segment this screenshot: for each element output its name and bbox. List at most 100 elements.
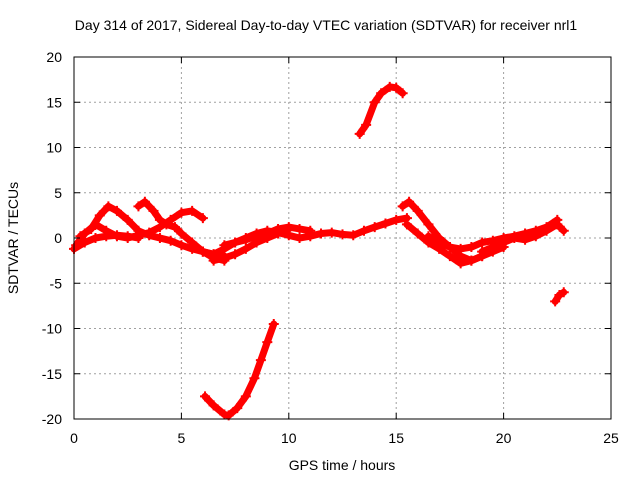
data-point <box>176 240 187 251</box>
data-point <box>240 234 251 245</box>
data-point <box>558 287 569 298</box>
data-point <box>232 403 243 414</box>
data-point <box>552 219 563 230</box>
data-point <box>412 228 423 239</box>
data-point <box>208 255 219 266</box>
data-point <box>466 255 477 266</box>
data-point <box>240 391 251 402</box>
data-point <box>509 233 520 243</box>
chart-title: Day 314 of 2017, Sidereal Day-to-day VTE… <box>75 17 578 33</box>
data-point <box>444 251 455 262</box>
data-point <box>354 128 365 139</box>
data-point <box>397 88 408 99</box>
data-point <box>361 119 372 130</box>
x-tick-label: 25 <box>603 430 619 446</box>
data-point <box>369 97 380 108</box>
y-axis-label: SDTVAR / TECUs <box>5 182 21 294</box>
y-tick-label: 20 <box>46 49 62 65</box>
x-tick-label: 15 <box>388 430 404 446</box>
data-point <box>326 227 337 238</box>
data-point <box>391 214 402 225</box>
data-point <box>455 243 466 254</box>
data-point <box>169 222 180 233</box>
data-point <box>154 214 165 225</box>
data-point <box>273 223 284 234</box>
x-tick-label: 20 <box>496 430 512 446</box>
series-arc-high <box>354 81 408 139</box>
series-line <box>201 320 278 419</box>
data-point <box>477 246 488 257</box>
data-point <box>316 228 327 239</box>
data-point <box>498 237 509 248</box>
y-tick-label: 0 <box>54 230 62 246</box>
data-point <box>337 229 348 240</box>
data-point <box>305 225 316 236</box>
data-point <box>154 233 165 243</box>
series-line <box>199 214 411 258</box>
data-point <box>133 233 144 243</box>
data-point <box>376 88 387 99</box>
data-point <box>90 233 101 243</box>
data-point <box>294 233 305 243</box>
axis-ticks <box>73 56 612 420</box>
data-point <box>268 318 279 329</box>
series-arc-late-4 <box>477 219 569 257</box>
data-point <box>412 205 423 216</box>
data-point <box>86 223 97 234</box>
data-point <box>262 337 273 348</box>
series-arc-mid-3 <box>219 222 316 251</box>
data-point <box>187 205 198 216</box>
data-point <box>176 228 187 239</box>
x-tick-labels: 0 5 10 15 20 25 <box>70 430 619 446</box>
data-point <box>139 196 150 207</box>
data-point <box>101 231 112 242</box>
data-point <box>122 214 133 225</box>
data-point <box>251 231 262 242</box>
data-point <box>111 205 122 216</box>
data-point <box>520 234 531 245</box>
data-point <box>79 237 90 248</box>
data-point <box>176 207 187 218</box>
data-point <box>144 230 155 241</box>
data-series <box>69 81 569 421</box>
data-point <box>187 237 198 248</box>
data-point <box>262 228 273 239</box>
data-point <box>230 249 241 260</box>
data-point <box>423 219 434 230</box>
data-point <box>558 225 569 236</box>
data-point <box>249 373 260 384</box>
data-point <box>541 225 552 236</box>
data-point <box>487 242 498 253</box>
data-point <box>358 225 369 236</box>
data-point <box>161 219 172 230</box>
x-axis-label: GPS time / hours <box>289 457 396 473</box>
data-point <box>255 355 266 366</box>
data-point <box>133 201 144 212</box>
data-point <box>197 246 208 257</box>
data-point <box>404 196 415 207</box>
data-point <box>240 243 251 254</box>
data-point <box>466 242 477 253</box>
series-arc-low <box>200 318 279 421</box>
data-point <box>530 231 541 242</box>
data-point <box>550 296 561 307</box>
data-point <box>477 237 488 248</box>
x-tick-label: 5 <box>178 430 186 446</box>
x-tick-label: 10 <box>281 430 297 446</box>
data-point <box>111 230 122 241</box>
data-point <box>423 231 434 242</box>
data-point <box>380 218 391 229</box>
data-point <box>444 242 455 253</box>
series-arc-late-short <box>550 287 569 307</box>
data-point <box>165 235 176 246</box>
data-point <box>75 231 86 242</box>
data-point <box>148 205 159 216</box>
data-point <box>94 210 105 221</box>
series-arc-late-2 <box>401 219 488 269</box>
data-point <box>434 237 445 248</box>
data-point <box>219 252 230 263</box>
y-tick-labels: -20 -15 -10 -5 0 5 10 15 20 <box>42 49 62 427</box>
y-tick-label: 10 <box>46 140 62 156</box>
y-tick-label: 5 <box>54 185 62 201</box>
